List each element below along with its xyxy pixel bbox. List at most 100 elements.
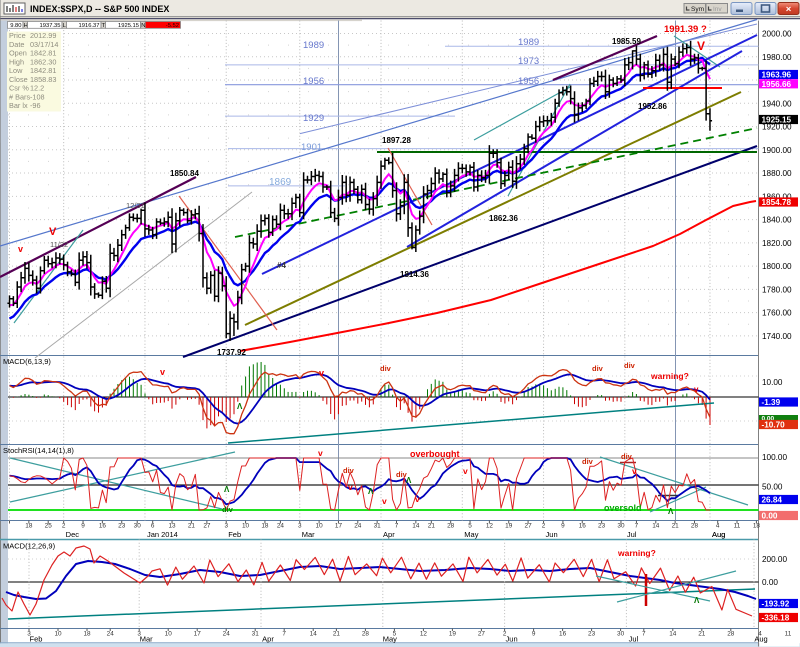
svg-text:4: 4 bbox=[716, 523, 720, 530]
svg-text:v: v bbox=[694, 385, 699, 394]
svg-text:17: 17 bbox=[194, 631, 202, 638]
svg-text:v: v bbox=[415, 494, 420, 504]
svg-text:24: 24 bbox=[107, 631, 115, 638]
svg-text:16: 16 bbox=[559, 631, 567, 638]
svg-text:Open: Open bbox=[9, 49, 27, 58]
svg-text:1814.36: 1814.36 bbox=[400, 270, 429, 279]
svg-text:5: 5 bbox=[468, 523, 472, 530]
svg-text:L: L bbox=[63, 23, 67, 29]
svg-text:1901: 1901 bbox=[301, 142, 322, 153]
svg-text:3: 3 bbox=[298, 523, 302, 530]
svg-text:N: N bbox=[141, 23, 145, 29]
svg-text:10: 10 bbox=[54, 631, 62, 638]
svg-text:H: H bbox=[24, 23, 28, 29]
svg-text:Close: Close bbox=[9, 75, 28, 84]
svg-text:1952.86: 1952.86 bbox=[638, 102, 667, 111]
svg-text:1850.84: 1850.84 bbox=[170, 169, 199, 178]
svg-text:1989: 1989 bbox=[518, 37, 539, 48]
svg-text:1980.00: 1980.00 bbox=[762, 53, 792, 62]
svg-text:Feb: Feb bbox=[30, 634, 43, 643]
svg-text:Apr: Apr bbox=[262, 634, 274, 643]
svg-text:25: 25 bbox=[45, 523, 53, 530]
svg-text:Λ: Λ bbox=[406, 476, 412, 485]
svg-text:2000.00: 2000.00 bbox=[762, 30, 792, 39]
svg-text:v: v bbox=[160, 367, 165, 377]
svg-text:1800.00: 1800.00 bbox=[762, 262, 792, 271]
svg-text:18: 18 bbox=[261, 523, 269, 530]
svg-text:Jul: Jul bbox=[627, 530, 637, 539]
svg-text:30: 30 bbox=[617, 523, 625, 530]
svg-text:30: 30 bbox=[617, 631, 625, 638]
svg-text:Aug: Aug bbox=[712, 530, 725, 539]
svg-text:Feb: Feb bbox=[228, 530, 241, 539]
svg-text:Jun: Jun bbox=[506, 634, 518, 643]
svg-text:50.00: 50.00 bbox=[762, 483, 783, 492]
svg-text:3: 3 bbox=[137, 631, 141, 638]
svg-text:Jul: Jul bbox=[629, 634, 639, 643]
svg-text:1862.30: 1862.30 bbox=[30, 57, 56, 66]
svg-text:03/17/14: 03/17/14 bbox=[30, 40, 58, 49]
svg-text:Inv: Inv bbox=[713, 6, 722, 13]
svg-text:Apr: Apr bbox=[383, 530, 395, 539]
svg-text:7: 7 bbox=[395, 523, 399, 530]
svg-text:1842.81: 1842.81 bbox=[30, 66, 56, 75]
svg-text:9: 9 bbox=[561, 523, 565, 530]
svg-text:1989: 1989 bbox=[303, 40, 324, 51]
svg-text:1842.81: 1842.81 bbox=[30, 49, 56, 58]
svg-text:-1.39: -1.39 bbox=[762, 398, 781, 407]
svg-text:9: 9 bbox=[532, 631, 536, 638]
svg-text:v: v bbox=[318, 448, 323, 458]
svg-text:1740.00: 1740.00 bbox=[762, 332, 792, 341]
svg-text:1780.00: 1780.00 bbox=[762, 285, 792, 294]
svg-text:May: May bbox=[383, 634, 397, 643]
svg-text:Jan 2014: Jan 2014 bbox=[147, 530, 178, 539]
svg-text:14: 14 bbox=[412, 523, 420, 530]
svg-text:V: V bbox=[49, 226, 57, 238]
svg-text:18: 18 bbox=[753, 523, 761, 530]
svg-text:0.00: 0.00 bbox=[762, 512, 778, 521]
svg-text:31: 31 bbox=[374, 523, 382, 530]
svg-text:16: 16 bbox=[99, 523, 107, 530]
svg-text:Jun: Jun bbox=[546, 530, 558, 539]
svg-text:3: 3 bbox=[224, 523, 228, 530]
svg-text:V: V bbox=[697, 39, 705, 53]
svg-text:23: 23 bbox=[118, 523, 126, 530]
svg-text:14: 14 bbox=[310, 631, 318, 638]
svg-text:1940.00: 1940.00 bbox=[762, 99, 792, 108]
svg-text:Λ: Λ bbox=[694, 596, 700, 605]
svg-text:7: 7 bbox=[642, 631, 646, 638]
svg-text:23: 23 bbox=[588, 631, 596, 638]
svg-text:div: div bbox=[380, 364, 392, 373]
svg-text:0.00: 0.00 bbox=[762, 415, 775, 422]
svg-text:Sym: Sym bbox=[691, 6, 704, 13]
svg-text:Λ: Λ bbox=[368, 487, 374, 496]
svg-text:27: 27 bbox=[478, 631, 486, 638]
svg-text:v: v bbox=[319, 368, 324, 378]
svg-text:1854.78: 1854.78 bbox=[762, 198, 792, 207]
svg-text:Low: Low bbox=[9, 66, 23, 75]
svg-text:21: 21 bbox=[698, 631, 706, 638]
svg-text:1929: 1929 bbox=[303, 113, 324, 124]
svg-text:1925.15: 1925.15 bbox=[118, 23, 139, 29]
svg-text:1858.83: 1858.83 bbox=[30, 75, 56, 84]
svg-text:30: 30 bbox=[134, 523, 142, 530]
svg-text:-5.52: -5.52 bbox=[166, 23, 179, 29]
svg-text:21: 21 bbox=[188, 523, 196, 530]
svg-text:1900.00: 1900.00 bbox=[762, 146, 792, 155]
svg-text:7: 7 bbox=[282, 631, 286, 638]
svg-text:200.00: 200.00 bbox=[762, 555, 787, 564]
svg-text:28: 28 bbox=[727, 631, 735, 638]
svg-text:1985.59: 1985.59 bbox=[612, 37, 641, 46]
svg-text:div: div bbox=[624, 361, 636, 370]
svg-text:2: 2 bbox=[542, 523, 546, 530]
svg-text:v: v bbox=[463, 466, 468, 476]
svg-text:28: 28 bbox=[691, 523, 699, 530]
svg-text:div: div bbox=[621, 452, 633, 461]
svg-text:warning?: warning? bbox=[650, 371, 689, 381]
svg-text:11: 11 bbox=[734, 523, 741, 530]
svg-text:21: 21 bbox=[428, 523, 436, 530]
svg-text:18: 18 bbox=[83, 631, 91, 638]
svg-text:High: High bbox=[9, 57, 24, 66]
svg-text:Λ: Λ bbox=[668, 507, 674, 516]
svg-text:May: May bbox=[464, 530, 478, 539]
